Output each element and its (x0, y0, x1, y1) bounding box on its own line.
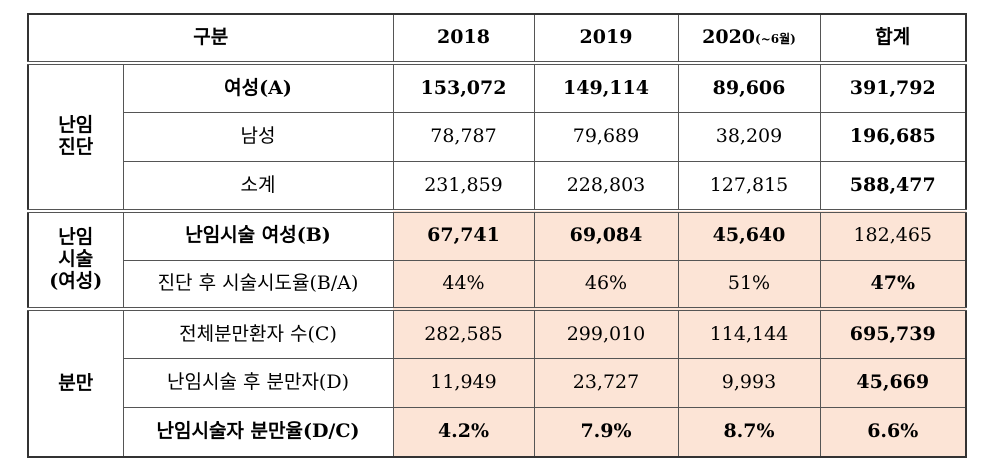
cell-2020: 45,640 (677, 208, 821, 261)
header-category: 구분 (27, 13, 394, 66)
header-total: 합계 (819, 13, 967, 66)
table-row: 난임 시술 (여성) 난임시술 여성(B) 67,741 69,084 45,6… (27, 208, 967, 310)
header-2020-note: (~6월) (755, 32, 796, 47)
cell-2020: 127,815 (677, 161, 821, 212)
cell-2019: 79,689 (533, 111, 679, 163)
cell-2018: 153,072 (392, 62, 535, 113)
cell-2018: 4.2% (392, 407, 535, 458)
cell-2019: 228,803 (533, 161, 679, 212)
group-delivery: 분만 (27, 307, 124, 458)
cell-2019: 69,084 (533, 208, 679, 261)
cell-2019: 46% (533, 259, 679, 310)
cell-2020: 8.7% (677, 407, 821, 458)
header-2020: 2020(~6월) (677, 13, 821, 66)
cell-2018: 11,949 (392, 358, 535, 409)
table-row: 난임시술자 분만율(D/C) 4.2% 7.9% 8.7% 6.6% (28, 407, 967, 458)
row-label: 남성 (122, 111, 394, 163)
cell-total: 6.6% (819, 407, 967, 458)
cell-total: 45,669 (819, 358, 967, 409)
cell-2019: 299,010 (533, 307, 679, 360)
table-row: 난임 진단 여성(A) 153,072 149,114 89,606 391,7… (27, 62, 967, 212)
cell-2018: 282,585 (392, 307, 535, 360)
cell-total: 588,477 (819, 161, 967, 212)
table-row: 진단 후 시술시도율(B/A) 44% 46% 51% 47% (28, 259, 967, 310)
group-treatment: 난임 시술 (여성) (27, 208, 124, 310)
cell-2020: 38,209 (677, 111, 821, 163)
cell-2020: 51% (677, 259, 821, 310)
row-label: 난임시술 후 분만자(D) (122, 358, 394, 409)
cell-2018: 67,741 (392, 208, 535, 261)
header-2018: 2018 (392, 13, 535, 66)
table-row: 남성 78,787 79,689 38,209 196,685 (28, 111, 967, 163)
row-label: 난임시술 여성(B) (122, 208, 394, 261)
infertility-statistics-table: 구분 2018 2019 2020(~6월) 합계 난임 진단 여성(A) 15… (27, 13, 967, 458)
group-diagnosis: 난임 진단 (27, 62, 124, 212)
cell-2020: 9,993 (677, 358, 821, 409)
cell-2019: 7.9% (533, 407, 679, 458)
cell-2019: 149,114 (533, 62, 679, 113)
row-label: 소계 (122, 161, 394, 212)
row-label: 난임시술자 분만율(D/C) (122, 407, 394, 458)
header-2020-year: 2020 (702, 26, 756, 49)
header-row: 구분 2018 2019 2020(~6월) 합계 (27, 13, 967, 66)
cell-total: 196,685 (819, 111, 967, 163)
cell-2018: 44% (392, 259, 535, 310)
table-row: 난임시술 후 분만자(D) 11,949 23,727 9,993 45,669 (28, 358, 967, 409)
cell-total: 695,739 (819, 307, 967, 360)
header-2019: 2019 (533, 13, 679, 66)
table-row: 분만 전체분만환자 수(C) 282,585 299,010 114,144 6… (27, 307, 967, 458)
cell-2020: 89,606 (677, 62, 821, 113)
table-row: 소계 231,859 228,803 127,815 588,477 (28, 161, 967, 212)
cell-2018: 231,859 (392, 161, 535, 212)
row-label: 진단 후 시술시도율(B/A) (122, 259, 394, 310)
cell-total: 182,465 (819, 208, 967, 261)
row-label: 여성(A) (122, 62, 394, 113)
cell-2018: 78,787 (392, 111, 535, 163)
cell-total: 391,792 (819, 62, 967, 113)
cell-2020: 114,144 (677, 307, 821, 360)
row-label: 전체분만환자 수(C) (122, 307, 394, 360)
cell-total: 47% (819, 259, 967, 310)
cell-2019: 23,727 (533, 358, 679, 409)
